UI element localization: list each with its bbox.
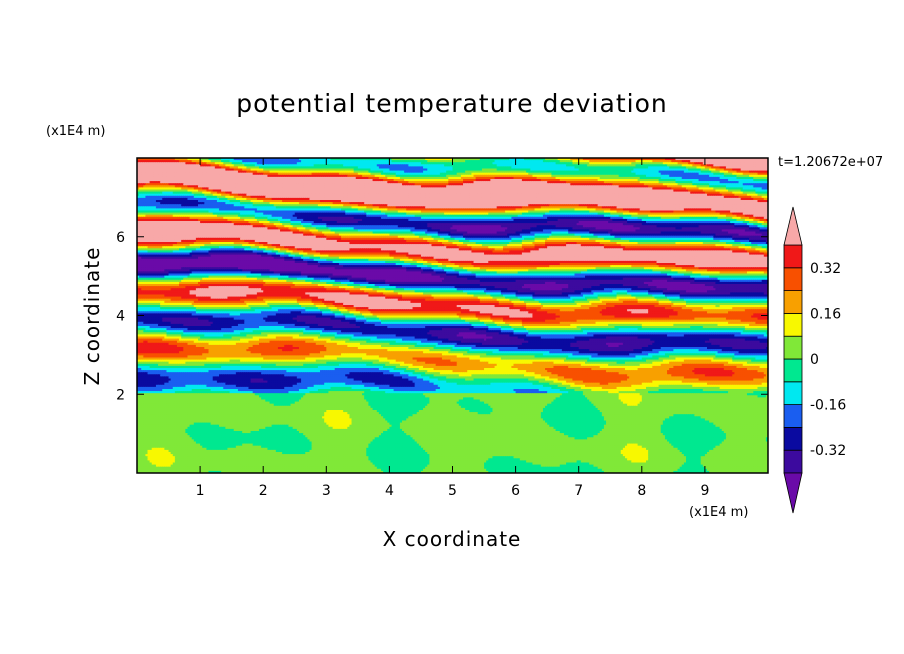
x-tick-label: 7: [574, 483, 583, 499]
x-tick-label: 3: [322, 483, 331, 499]
colorbar-segment: [783, 267, 803, 291]
colorbar-label: -0.16: [810, 398, 846, 414]
x-tick-label: 2: [259, 483, 268, 499]
y-tick-label: 4: [116, 309, 125, 325]
colorbar-segment: [783, 426, 803, 451]
y-tick-label: 6: [116, 230, 125, 246]
colorbar-label: 0.32: [810, 261, 841, 277]
colorbar: -0.32 -0.16 0 0.16 0.32: [783, 206, 846, 514]
colorbar-segment: [783, 404, 803, 428]
time-label: t=1.20672e+07: [778, 155, 883, 170]
x-tick-label: 8: [637, 483, 646, 499]
x-unit-label: (x1E4 m): [689, 505, 748, 520]
x-tick-label: 6: [511, 483, 520, 499]
colorbar-label: -0.32: [810, 443, 846, 459]
colorbar-segment: [783, 290, 803, 314]
y-unit-label: (x1E4 m): [46, 124, 105, 139]
x-tick-label: 1: [196, 483, 205, 499]
x-axis-label: X coordinate: [383, 527, 522, 551]
y-axis-label: Z coordinate: [80, 247, 104, 386]
x-tick-label: 9: [700, 483, 709, 499]
chart-title: potential temperature deviation: [236, 89, 667, 118]
colorbar-extend-max: [783, 206, 803, 246]
colorbar-segment: [783, 381, 803, 405]
colorbar-segment: [783, 312, 803, 337]
colorbar-segment: [783, 335, 803, 360]
x-tick-label: 5: [448, 483, 457, 499]
x-tick-label: 4: [385, 483, 394, 499]
colorbar-segment: [783, 449, 803, 474]
y-axis: 2 4 6: [116, 230, 768, 403]
colorbar-extend-min: [783, 472, 803, 514]
colorbar-segment: [783, 358, 803, 383]
colorbar-segment: [783, 244, 803, 269]
y-tick-label: 2: [116, 387, 125, 403]
colorbar-label: 0.16: [810, 306, 841, 322]
contour-field: [137, 158, 768, 473]
x-axis: 1 2 3 4 5 6 7 8 9: [196, 158, 709, 499]
colorbar-label: 0: [810, 352, 819, 368]
